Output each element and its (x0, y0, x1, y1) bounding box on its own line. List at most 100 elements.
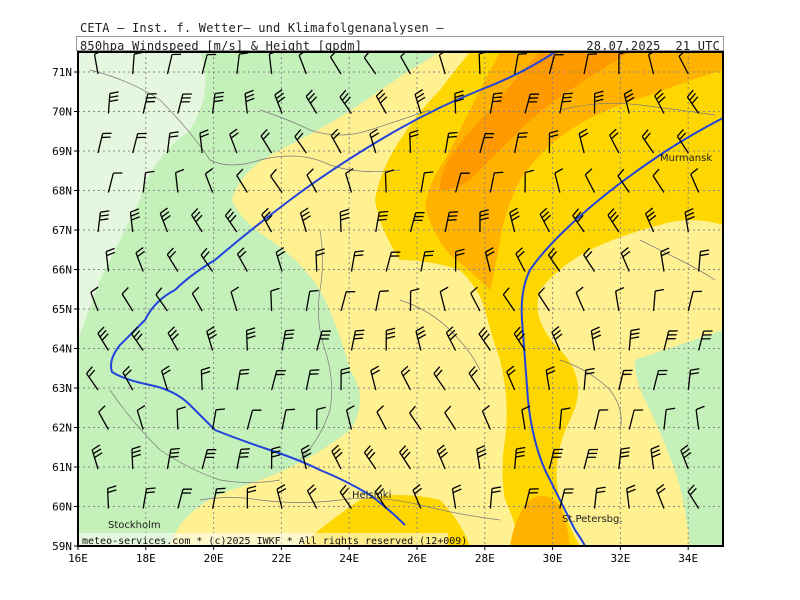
wind-barb (690, 168, 700, 193)
wind-barb (454, 248, 465, 272)
wind-barb (331, 444, 343, 470)
wind-barb (177, 93, 192, 114)
wind-barb (698, 249, 710, 272)
wind-barb (617, 168, 630, 193)
map-frame (77, 51, 724, 547)
wind-barb (551, 326, 563, 351)
wind-barb (628, 409, 644, 430)
wind-barb (306, 484, 318, 509)
wind-barb (340, 367, 351, 391)
wind-barb (433, 366, 446, 391)
wind-barb (107, 172, 123, 193)
wind-barb (620, 247, 631, 272)
wind-barb (339, 89, 353, 114)
wind-barb (400, 365, 412, 391)
wind-barb (281, 329, 295, 351)
wind-barb (623, 89, 635, 114)
wind-barb (204, 168, 214, 193)
wind-barb (584, 168, 596, 193)
wind-barb (166, 131, 179, 154)
wind-barb (652, 288, 665, 312)
wind-barb (695, 405, 705, 430)
lon-label: 26E (407, 552, 427, 565)
wind-barb (545, 365, 556, 391)
wind-barb (654, 89, 666, 114)
wind-barb (513, 326, 526, 351)
wind-barb (409, 288, 420, 312)
wind-barb (375, 290, 389, 312)
height-contours (110, 52, 723, 546)
wind-barb (245, 327, 256, 351)
latitude-axis: 71N 70N 69N 68N 67N 66N 65N 64N 63N 62N 61N 60N 59N (52, 66, 78, 553)
lat-label: 65N (52, 303, 72, 316)
wind-barb (436, 444, 448, 470)
wind-barb (663, 407, 676, 430)
wind-barb (230, 286, 240, 312)
wind-barb (86, 366, 99, 391)
wind-barb (420, 250, 434, 272)
wind-barb (370, 365, 380, 391)
wind-barb (176, 406, 186, 430)
wind-barb (484, 247, 495, 272)
wind-barb (578, 128, 589, 154)
wind-barb (524, 488, 539, 509)
wind-barb (678, 52, 689, 75)
wind-barb (129, 208, 140, 233)
wind-barb (618, 447, 631, 470)
wind-barb (455, 172, 470, 193)
wind-barb (590, 326, 602, 351)
wind-barb (593, 90, 604, 114)
wind-barb (687, 290, 702, 312)
wind-barb (680, 444, 692, 470)
wind-barb (481, 405, 491, 430)
wind-barb (628, 328, 640, 351)
wind-barb (548, 448, 564, 470)
wind-barb (131, 326, 144, 351)
wind-barb (122, 365, 134, 391)
wind-barb (506, 365, 516, 391)
lat-label: 59N (52, 540, 72, 553)
wind-barb (593, 486, 606, 509)
wind-field-dark-orange (440, 52, 630, 190)
wind-barb (142, 487, 156, 509)
wind-barb (548, 130, 559, 154)
wind-barb (583, 53, 598, 75)
wind-barb (276, 484, 287, 509)
wind-barb (385, 327, 396, 351)
wind-field-very-light-green (78, 52, 206, 340)
wind-barb (698, 330, 713, 351)
header-title: CETA — Inst. f. Wetter— und Klimafolgena… (80, 21, 444, 35)
wind-barb (641, 129, 655, 154)
wind-barb (340, 291, 356, 312)
wind-barb (524, 93, 540, 114)
wind-barb (305, 369, 320, 391)
lon-label: 16E (68, 552, 88, 565)
wind-barbs (86, 52, 713, 509)
wind-barb (375, 210, 389, 233)
wind-barb (420, 171, 434, 193)
wind-barb (167, 326, 179, 351)
wind-barb (121, 286, 134, 312)
wind-barb (236, 448, 250, 470)
wind-barb (559, 92, 573, 114)
wind-barb (650, 445, 661, 470)
wind-barb (211, 408, 226, 430)
wind-barb (384, 169, 395, 193)
wind-barb (281, 408, 295, 430)
lat-label: 66N (52, 264, 72, 277)
wind-barb (626, 484, 636, 509)
wind-barb (224, 208, 238, 233)
wind-barb (191, 286, 203, 312)
wind-barb (306, 168, 318, 193)
wind-barb (244, 89, 255, 114)
wind-barb (106, 485, 117, 509)
wind-barb (412, 484, 423, 509)
wind-barb (294, 129, 307, 154)
wind-barb (454, 90, 464, 114)
wind-barb (135, 247, 146, 272)
wind-barb (300, 444, 312, 470)
lat-label: 70N (52, 106, 72, 119)
wind-barb (521, 405, 531, 430)
wind-barb (515, 247, 526, 272)
